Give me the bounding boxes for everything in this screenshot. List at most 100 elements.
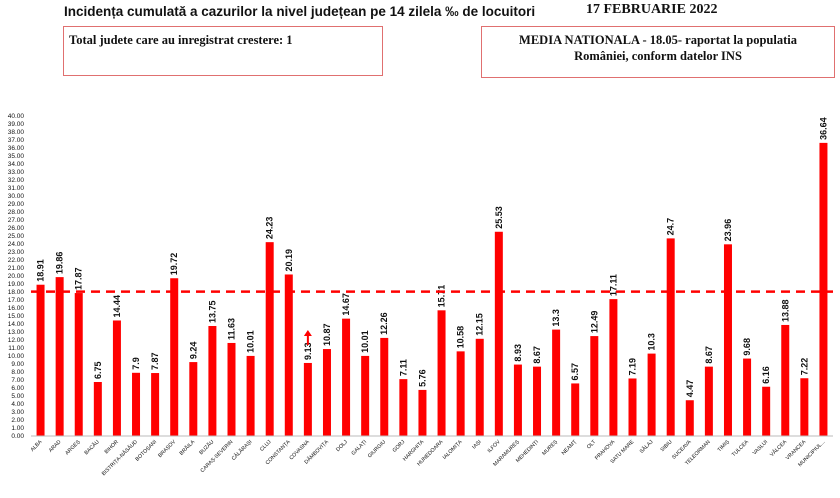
bar	[55, 277, 64, 436]
x-tick-label: IALOMIȚA	[442, 439, 464, 461]
bar	[36, 284, 45, 436]
y-tick-label: 36.00	[8, 145, 25, 152]
x-tick-label: NEAMȚ	[561, 439, 579, 457]
y-tick-label: 2.00	[11, 417, 24, 424]
bar	[361, 355, 370, 436]
y-tick-label: 10.00	[8, 353, 25, 360]
data-label: 19.72	[169, 253, 179, 276]
bar	[132, 372, 141, 436]
data-label: 11.63	[227, 318, 237, 340]
bar	[322, 349, 331, 436]
y-tick-label: 29.00	[8, 201, 25, 208]
data-label: 10.01	[246, 330, 256, 353]
y-tick-label: 38.00	[8, 129, 25, 136]
x-tick-label: BRĂILA	[178, 438, 197, 457]
y-tick-label: 33.00	[8, 169, 25, 176]
data-label: 9.13	[303, 342, 313, 360]
data-label: 7.22	[799, 358, 809, 376]
y-tick-label: 25.00	[8, 233, 25, 240]
data-label: 8.67	[704, 346, 714, 364]
data-label: 12.26	[379, 312, 389, 335]
data-label: 25.53	[494, 206, 504, 229]
bar	[513, 364, 522, 436]
y-tick-label: 7.00	[11, 377, 24, 384]
x-tick-label: BACĂU	[83, 438, 101, 456]
data-label: 7.9	[131, 357, 141, 370]
y-tick-label: 39.00	[8, 121, 25, 128]
data-label: 13.88	[780, 299, 790, 322]
y-tick-label: 32.00	[8, 177, 25, 184]
bar	[93, 382, 102, 436]
y-tick-label: 19.00	[8, 281, 25, 288]
x-tick-label: ARAD	[48, 439, 63, 454]
x-tick-label: BIHOR	[104, 439, 120, 455]
bar	[208, 326, 217, 436]
data-label: 8.93	[513, 344, 523, 362]
bar	[303, 362, 312, 436]
bar	[475, 338, 484, 436]
x-tick-label: GIURGIU	[367, 439, 387, 459]
data-label: 19.86	[55, 252, 65, 275]
bar	[151, 373, 160, 436]
y-tick-label: 26.00	[8, 225, 25, 232]
y-tick-label: 8.00	[11, 369, 24, 376]
bar	[380, 337, 389, 436]
y-tick-label: 24.00	[8, 241, 25, 248]
x-tick-label: SIBIU	[660, 439, 674, 453]
increase-count-text: Total judete care au inregistrat crester…	[69, 33, 293, 47]
y-tick-label: 3.00	[11, 409, 24, 416]
x-tick-label: IAȘI	[471, 439, 482, 450]
y-tick-label: 13.00	[8, 329, 25, 336]
data-labels-group: 18.91 19.86 17.87 6.75 14.44 7.9 7.87 19.72 9.24…	[36, 117, 829, 397]
data-label: 6.16	[761, 366, 771, 384]
x-tick-label: CĂLĂRAȘI	[230, 438, 253, 461]
bar	[781, 324, 790, 436]
data-label: 8.67	[532, 346, 542, 364]
x-tick-label: BRAȘOV	[157, 439, 177, 459]
x-tick-label: GALAȚI	[351, 439, 369, 457]
y-tick-label: 6.00	[11, 385, 24, 392]
x-tick-label: SĂLAJ	[638, 438, 655, 455]
data-label: 20.19	[284, 249, 294, 272]
bar	[743, 358, 752, 436]
x-axis: ALBA ARAD ARGEȘ BACĂU BIHORBISTRIȚA-NĂSĂUDBO…	[30, 435, 833, 477]
y-tick-label: 0.00	[11, 433, 24, 440]
bar	[800, 378, 809, 436]
data-label: 18.91	[36, 259, 46, 282]
data-label: 14.44	[112, 295, 122, 318]
y-tick-label: 1.00	[11, 425, 24, 432]
x-tick-label: ALBA	[30, 439, 44, 453]
data-label: 10.01	[360, 330, 370, 353]
data-label: 14.67	[341, 293, 351, 316]
y-tick-label: 20.00	[8, 273, 25, 280]
data-label: 36.64	[818, 117, 828, 140]
bar	[762, 386, 771, 436]
bar	[189, 362, 198, 436]
reference-line-group	[31, 290, 833, 345]
data-label: 24.7	[666, 218, 676, 236]
bar	[437, 310, 446, 436]
y-tick-label: 12.00	[8, 337, 25, 344]
y-tick-label: 40.00	[8, 113, 25, 120]
y-tick-label: 37.00	[8, 137, 25, 144]
bar	[590, 336, 599, 436]
bar	[723, 244, 732, 436]
y-tick-label: 16.00	[8, 305, 25, 312]
y-axis: 0.001.002.003.004.005.006.007.008.009.00…	[8, 113, 25, 440]
data-label: 17.87	[74, 268, 84, 291]
data-label: 24.23	[265, 217, 275, 240]
y-tick-label: 21.00	[8, 265, 25, 272]
data-label: 7.11	[398, 359, 408, 376]
y-tick-label: 11.00	[8, 345, 24, 352]
y-tick-label: 28.00	[8, 209, 25, 216]
data-label: 12.49	[589, 311, 599, 334]
y-tick-label: 15.00	[8, 313, 25, 320]
data-label: 10.58	[456, 326, 466, 349]
data-label: 5.76	[417, 369, 427, 387]
data-label: 4.47	[685, 380, 695, 398]
bar	[628, 378, 637, 436]
x-tick-label: ILFOV	[487, 439, 502, 454]
data-label: 15.71	[437, 285, 447, 308]
national-average-line1: MEDIA NATIONALA - 18.05- raportat la pop…	[519, 33, 797, 47]
